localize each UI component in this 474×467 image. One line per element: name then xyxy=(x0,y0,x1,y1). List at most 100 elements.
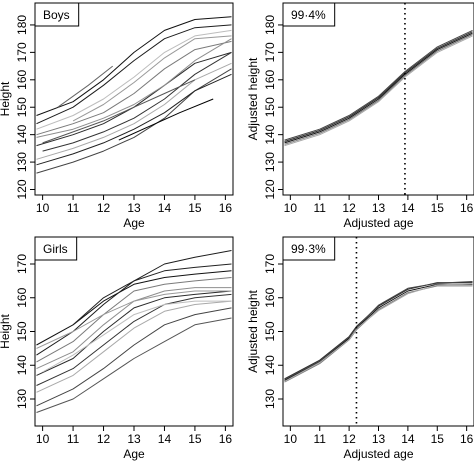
y-tick-label: 160 xyxy=(15,287,29,307)
x-tick-label: 14 xyxy=(158,201,172,215)
series-line xyxy=(36,250,232,356)
series-line xyxy=(36,73,232,166)
y-tick-label: 160 xyxy=(263,69,277,89)
panel-title: 99·3% xyxy=(291,242,326,256)
series-line xyxy=(284,285,473,383)
plot-frame xyxy=(34,236,234,427)
y-axis-label: Adjusted height xyxy=(246,289,260,372)
panel-title: 99·4% xyxy=(291,8,326,22)
y-tick-label: 170 xyxy=(15,254,29,274)
y-tick-label: 160 xyxy=(263,287,277,307)
series-line xyxy=(36,29,232,130)
y-tick-label: 170 xyxy=(15,42,29,62)
y-tick-label: 170 xyxy=(263,254,277,274)
series-group xyxy=(36,16,232,174)
series-group xyxy=(284,237,473,426)
y-tick-label: 140 xyxy=(263,124,277,144)
series-line xyxy=(42,51,232,152)
series-line xyxy=(36,307,232,407)
x-axis-label: Adjusted age xyxy=(343,216,413,230)
series-line xyxy=(72,263,232,326)
y-tick-label: 130 xyxy=(15,152,29,172)
series-line xyxy=(118,98,214,141)
x-tick-label: 11 xyxy=(67,201,80,215)
series-line xyxy=(284,29,473,141)
x-tick-label: 11 xyxy=(313,201,326,215)
panel-title-box xyxy=(282,2,336,27)
x-tick-label: 11 xyxy=(313,432,326,446)
x-tick-label: 12 xyxy=(97,201,111,215)
x-tick-label: 12 xyxy=(342,201,356,215)
x-tick-label: 14 xyxy=(401,201,415,215)
series-line xyxy=(36,290,232,349)
series-group xyxy=(284,3,473,195)
series-line xyxy=(284,35,473,147)
x-tick-label: 13 xyxy=(127,201,141,215)
y-tick-label: 180 xyxy=(15,15,29,35)
series-line xyxy=(36,38,232,138)
panel-title-box xyxy=(34,2,80,27)
series-line xyxy=(36,68,232,174)
y-tick-label: 150 xyxy=(15,97,29,117)
y-axis-label: Height xyxy=(0,313,12,348)
x-axis-label: Age xyxy=(123,447,145,461)
x-tick-label: 10 xyxy=(36,201,50,215)
series-line xyxy=(72,35,232,122)
panel-p1: 10 11 12 13 14 15 16 120 130 140 150 160 170 180 Age He… xyxy=(0,2,234,230)
series-line xyxy=(284,32,473,144)
y-tick-label: 120 xyxy=(15,179,29,199)
y-tick-label: 150 xyxy=(263,97,277,117)
panel-title-box xyxy=(282,236,336,261)
x-tick-label: 13 xyxy=(372,432,386,446)
plot-frame xyxy=(282,236,474,427)
x-tick-label: 15 xyxy=(431,432,445,446)
x-tick-label: 12 xyxy=(97,432,111,446)
x-tick-label: 10 xyxy=(284,201,298,215)
series-line xyxy=(36,277,232,363)
x-tick-label: 12 xyxy=(342,432,356,446)
y-tick-label: 150 xyxy=(263,321,277,341)
x-tick-label: 15 xyxy=(188,432,202,446)
y-tick-label: 130 xyxy=(263,152,277,172)
y-tick-label: 140 xyxy=(15,124,29,144)
panel-title: Boys xyxy=(43,8,70,22)
panel-title-box xyxy=(34,236,78,261)
x-tick-label: 13 xyxy=(372,201,386,215)
series-line xyxy=(284,31,473,142)
x-tick-label: 16 xyxy=(460,201,474,215)
x-tick-label: 16 xyxy=(219,432,233,446)
series-line xyxy=(36,24,232,125)
series-line xyxy=(284,283,473,381)
series-line xyxy=(284,281,473,380)
series-line xyxy=(57,65,114,108)
series-group xyxy=(36,250,232,413)
x-tick-label: 10 xyxy=(284,432,298,446)
panel-p3: 10 11 12 13 14 15 16 130 140 150 160 170 Age Height Gi… xyxy=(0,236,234,461)
x-tick-label: 11 xyxy=(67,432,80,446)
series-line xyxy=(284,283,473,382)
panel-p4: 10 11 12 13 14 15 16 130 140 150 160 170 Adjusted ag… xyxy=(246,236,474,461)
series-line xyxy=(36,293,232,386)
series-line xyxy=(36,51,232,147)
x-tick-label: 14 xyxy=(158,432,172,446)
series-line xyxy=(36,290,232,376)
plot-frame xyxy=(34,2,234,196)
x-tick-label: 16 xyxy=(219,201,233,215)
y-tick-label: 130 xyxy=(15,389,29,409)
y-tick-label: 150 xyxy=(15,321,29,341)
series-line xyxy=(42,79,196,144)
x-tick-label: 15 xyxy=(188,201,202,215)
x-tick-label: 13 xyxy=(127,432,141,446)
x-tick-label: 10 xyxy=(36,432,50,446)
x-tick-label: 15 xyxy=(431,201,445,215)
y-tick-label: 170 xyxy=(263,42,277,62)
y-tick-label: 140 xyxy=(15,355,29,375)
series-line xyxy=(36,317,232,413)
panel-p2: 10 11 12 13 14 15 16 120 130 140 150 160 170 180 Adjus… xyxy=(246,2,474,230)
y-axis-label: Adjusted height xyxy=(246,57,260,140)
series-line xyxy=(36,300,232,393)
y-tick-label: 160 xyxy=(15,69,29,89)
y-tick-label: 180 xyxy=(263,15,277,35)
y-tick-label: 140 xyxy=(263,355,277,375)
series-line xyxy=(36,16,232,116)
